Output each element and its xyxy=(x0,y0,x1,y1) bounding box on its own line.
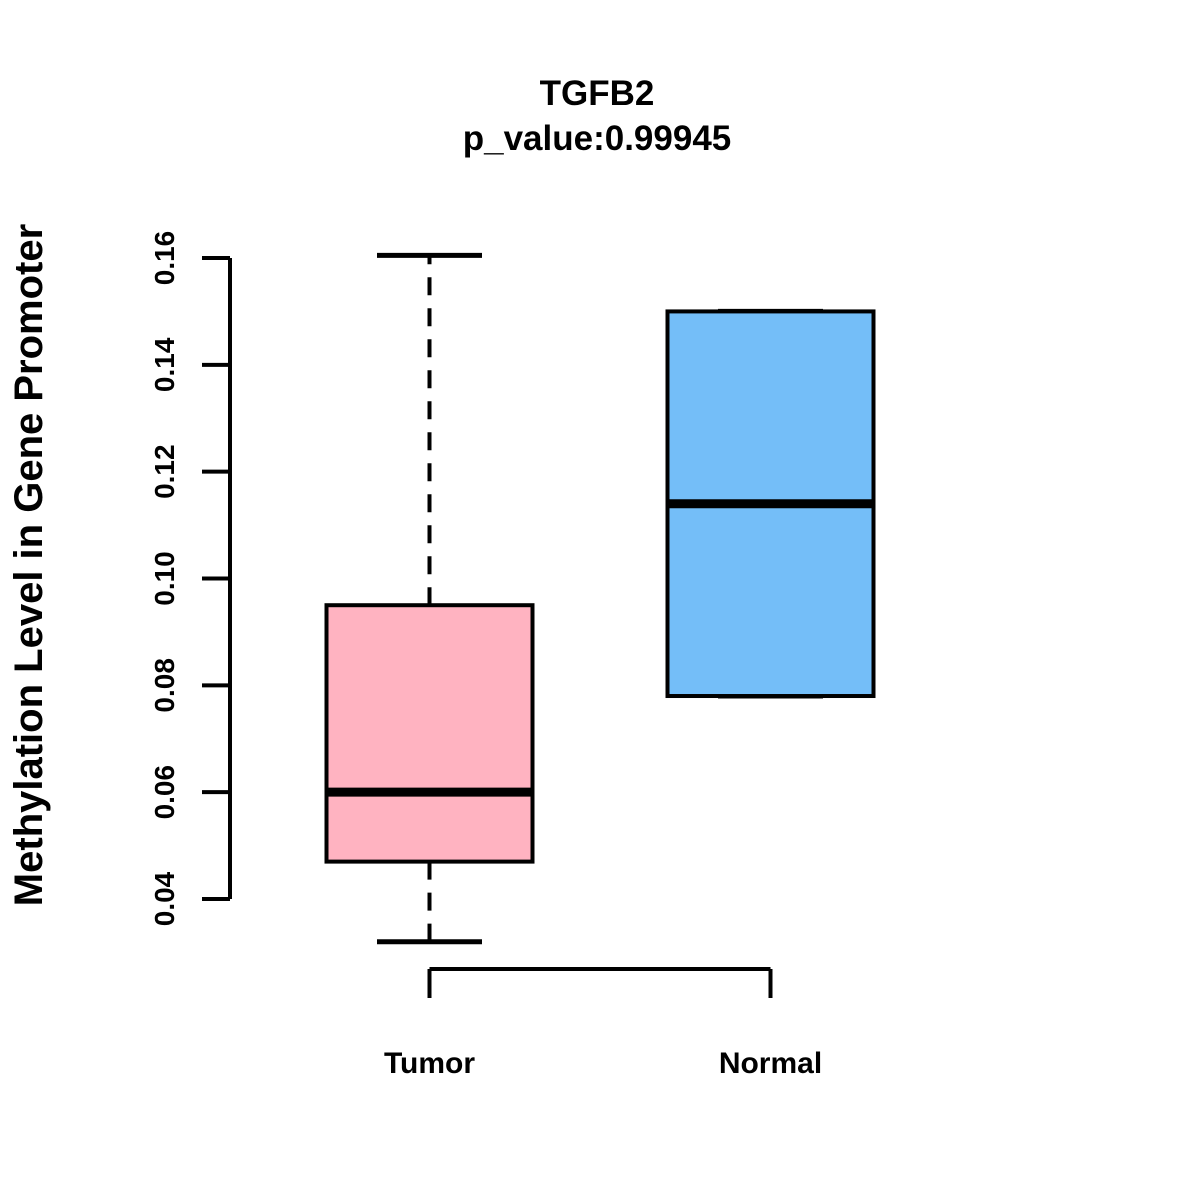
y-tick-label-0.08: 0.08 xyxy=(149,658,180,713)
y-tick-label-0.04: 0.04 xyxy=(149,871,180,926)
chart-title: TGFB2 xyxy=(540,74,655,113)
x-axis: Tumor Normal xyxy=(384,967,822,1080)
x-label-tumor: Tumor xyxy=(384,1047,475,1080)
y-tick-label-0.14: 0.14 xyxy=(149,337,180,392)
y-axis-title: Methylation Level in Gene Promoter xyxy=(7,224,51,906)
tumor-box xyxy=(324,603,535,864)
normal-boxplot-group xyxy=(665,308,876,699)
y-tick-label-0.16: 0.16 xyxy=(149,231,180,286)
y-tick-label-0.10: 0.10 xyxy=(149,551,180,606)
y-axis: 0.04 0.06 0.08 0.10 0.12 0.14 0.16 xyxy=(149,231,232,926)
x-label-normal: Normal xyxy=(719,1047,822,1080)
boxes xyxy=(324,252,876,945)
tumor-boxplot-group xyxy=(324,252,535,945)
chart-subtitle: p_value:0.99945 xyxy=(463,119,732,158)
y-tick-label-0.06: 0.06 xyxy=(149,765,180,820)
y-tick-label-0.12: 0.12 xyxy=(149,444,180,499)
